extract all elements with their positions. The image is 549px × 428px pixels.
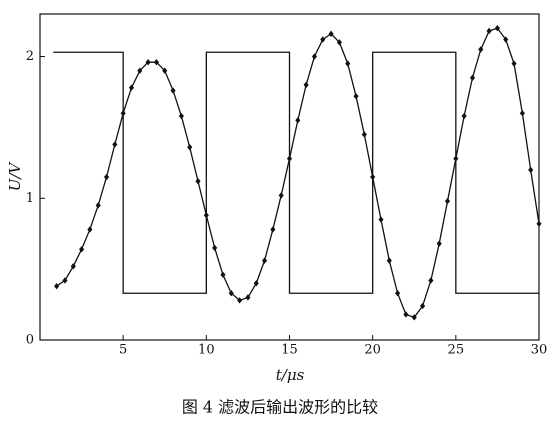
y-tick-label: 1 <box>26 191 34 206</box>
data-point <box>261 257 268 264</box>
caption: 图 4 滤波后输出波形的比较 <box>182 398 378 417</box>
data-point <box>519 110 525 117</box>
x-tick-label: 5 <box>119 343 127 358</box>
data-point <box>336 39 342 46</box>
data-point <box>494 24 500 32</box>
series-line <box>56 27 540 319</box>
x-tick-label: 25 <box>448 343 465 358</box>
x-tick-label: 10 <box>198 343 215 358</box>
data-point <box>303 81 309 89</box>
data-point <box>353 93 359 100</box>
data-point <box>220 271 226 278</box>
data-point <box>528 166 534 174</box>
data-point <box>428 277 434 284</box>
data-point <box>153 58 159 66</box>
x-axis-label: t/μs <box>276 366 305 384</box>
data-point <box>403 311 409 318</box>
data-point <box>511 60 517 67</box>
data-point <box>103 173 110 181</box>
data-point <box>195 178 201 185</box>
data-point <box>486 27 492 35</box>
data-point <box>128 84 135 91</box>
data-point <box>361 131 367 138</box>
data-point <box>444 197 451 205</box>
data-point <box>386 257 392 264</box>
data-point <box>469 74 476 81</box>
data-point <box>345 60 351 67</box>
data-point <box>478 46 484 53</box>
data-point <box>70 263 76 270</box>
y-axis-label: U/V <box>6 161 24 192</box>
data-point <box>187 144 193 151</box>
data-point <box>137 67 143 74</box>
data-point <box>420 302 426 310</box>
data-point <box>237 297 243 304</box>
x-tick-label: 30 <box>531 343 548 358</box>
data-point <box>436 240 442 247</box>
data-point <box>203 212 209 219</box>
data-point <box>62 277 68 284</box>
data-point <box>212 244 218 252</box>
data-point <box>503 36 509 43</box>
data-point <box>120 110 126 117</box>
data-point <box>453 155 459 162</box>
data-point <box>278 192 284 199</box>
data-point <box>286 155 293 162</box>
data-point <box>270 226 276 233</box>
data-point <box>95 202 101 209</box>
data-point <box>87 226 93 233</box>
data-point <box>228 290 234 297</box>
data-point <box>178 112 184 120</box>
data-point <box>320 36 326 43</box>
data-point <box>395 290 401 297</box>
data-point <box>162 67 168 74</box>
x-tick-label: 20 <box>364 343 381 358</box>
data-point <box>461 112 467 120</box>
data-point <box>112 141 118 148</box>
data-point <box>54 282 60 290</box>
y-tick-label: 0 <box>26 333 34 348</box>
data-point <box>411 314 417 321</box>
data-point <box>311 53 318 60</box>
data-point <box>295 117 301 124</box>
data-point <box>378 216 384 223</box>
data-point <box>370 173 376 181</box>
data-point <box>79 246 85 253</box>
x-tick-label: 15 <box>281 343 298 358</box>
data-point <box>328 30 334 38</box>
y-tick-label: 2 <box>26 49 34 64</box>
series-line <box>53 51 539 294</box>
data-point <box>253 280 259 287</box>
data-point <box>245 294 251 301</box>
data-point <box>145 58 151 66</box>
data-point <box>170 87 176 94</box>
data-point <box>536 220 542 227</box>
